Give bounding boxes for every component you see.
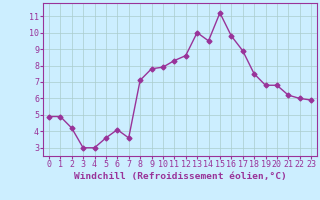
X-axis label: Windchill (Refroidissement éolien,°C): Windchill (Refroidissement éolien,°C) <box>74 172 286 181</box>
